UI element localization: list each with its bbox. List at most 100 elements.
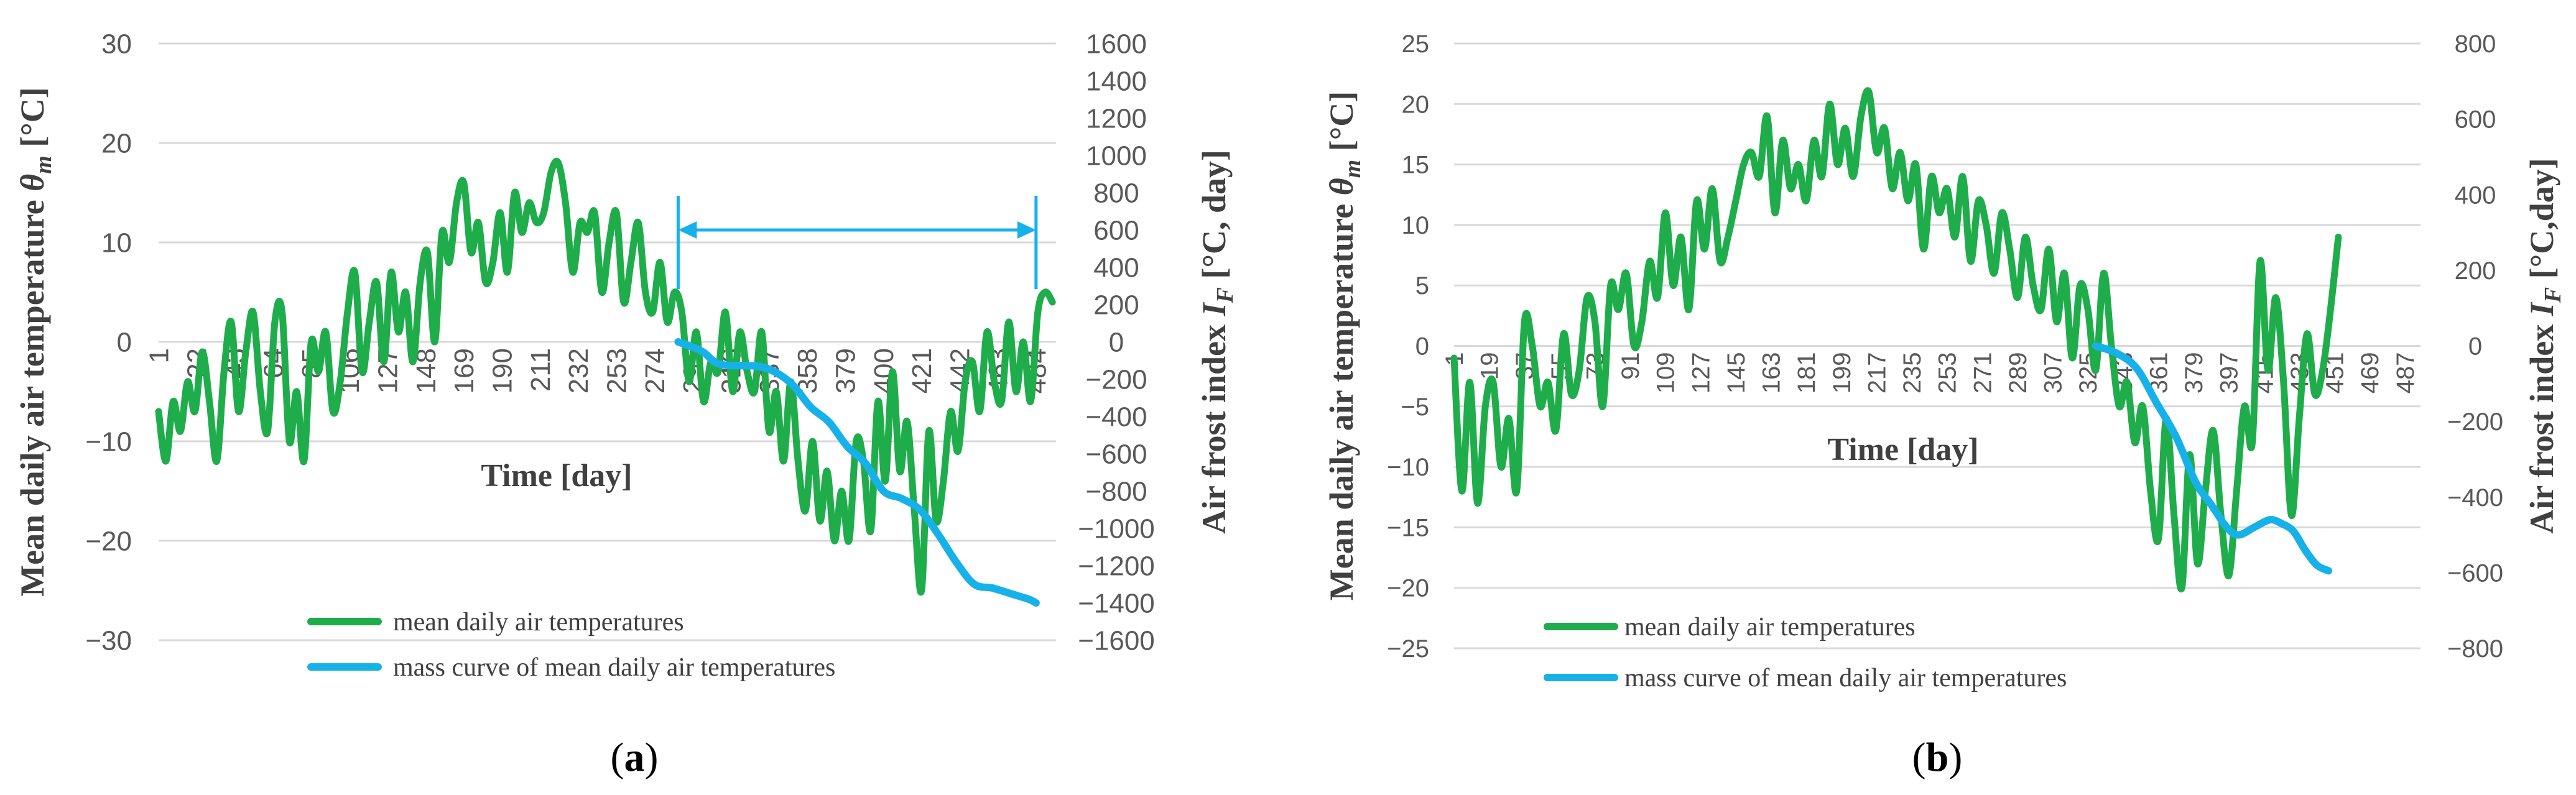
x-tick-label: 487 [2392, 352, 2419, 394]
y-left-tick-label: 20 [101, 128, 132, 159]
x-tick-label: 469 [2356, 352, 2384, 394]
y-right-tick-label: 600 [1093, 215, 1139, 246]
y-right-title-unit: [°C, day] [1195, 150, 1233, 287]
x-tick-label: 397 [2216, 352, 2243, 394]
x-tick-label: 235 [1899, 352, 1926, 394]
y-left-title-symbol: θ [14, 174, 51, 191]
x-tick-label: 1 [144, 348, 174, 363]
x-tick-label: 199 [1828, 352, 1856, 394]
x-tick-label: 127 [1687, 352, 1715, 394]
y-right-tick-label: −800 [1085, 476, 1147, 507]
y-right-title-symbol: I [1195, 301, 1233, 316]
y-left-tick-label: 0 [117, 327, 132, 357]
x-tick-label: 91 [1617, 352, 1644, 380]
y-right-title-text: Air frost index [1195, 316, 1233, 534]
y-right-title-text: Air frost index [2523, 316, 2560, 534]
y-right-tick-label: −800 [2447, 635, 2503, 663]
y-right-title-symbol: I [2523, 301, 2560, 316]
y-left-tick-label: 15 [1402, 152, 1430, 179]
legend-label-temperature: mean daily air temperatures [1624, 613, 1916, 641]
y-right-tick-label: 600 [2455, 106, 2496, 134]
y-right-tick-label: −600 [1085, 439, 1147, 469]
y-right-title-unit: [°C,day] [2523, 158, 2560, 287]
panel-label-letter: b [1926, 735, 1949, 780]
x-tick-label: 274 [640, 348, 670, 393]
y-left-title-text: Mean daily air temperature [14, 191, 51, 597]
y-left-tick-label: 0 [1415, 333, 1429, 361]
y-left-axis-title: Mean daily air temperature θm [°C] [1323, 91, 1366, 601]
y-right-tick-label: −1200 [1078, 551, 1155, 581]
x-tick-label: 211 [526, 348, 556, 392]
panel-label: (b) [1912, 735, 1963, 780]
y-left-title-text: Mean daily air temperature [1323, 195, 1360, 600]
series-line-temperature [1450, 87, 2342, 593]
y-right-tick-label: 1400 [1086, 66, 1147, 96]
y-left-tick-label: −20 [1387, 575, 1429, 602]
x-tick-label: 421 [907, 348, 937, 393]
y-right-tick-label: 400 [2455, 182, 2496, 209]
x-tick-label: 181 [1793, 352, 1820, 394]
series-line-temperature [155, 157, 1056, 596]
x-tick-label: 217 [1864, 352, 1891, 394]
y-right-tick-label: 0 [2468, 333, 2482, 361]
y-left-tick-label: −25 [1387, 635, 1429, 663]
x-axis-title: Time [day] [1827, 432, 1978, 467]
y-left-tick-label: −10 [85, 426, 132, 457]
x-tick-label: 145 [1723, 352, 1750, 394]
x-tick-label: 19 [1476, 352, 1504, 380]
y-right-tick-label: −200 [1085, 364, 1147, 395]
y-right-tick-label: 200 [1093, 290, 1139, 320]
y-left-title-subscript: m [1340, 160, 1366, 178]
y-right-tick-label: −1600 [1078, 625, 1155, 656]
y-right-tick-label: 800 [1093, 178, 1139, 208]
y-left-title-symbol: θ [1323, 178, 1360, 195]
panel-label-close: ) [645, 735, 659, 780]
y-right-tick-label: 200 [2455, 257, 2496, 285]
y-right-tick-label: −1000 [1078, 513, 1155, 544]
chart-panel-a: −30−20−100102030−1600−1400−1200−1000−800… [14, 29, 1238, 780]
panel-label: (a) [611, 735, 659, 780]
y-right-tick-label: 0 [1109, 327, 1124, 357]
x-tick-label: 307 [2040, 352, 2067, 394]
y-left-tick-label: −15 [1387, 514, 1429, 541]
x-tick-label: 379 [831, 348, 861, 393]
y-left-tick-label: −20 [85, 526, 132, 556]
series-line-mass-curve [674, 338, 1040, 607]
legend-label-mass-curve: mass curve of mean daily air temperature… [1624, 664, 2067, 692]
x-tick-label: 232 [563, 348, 594, 393]
x-tick-label: 109 [1652, 352, 1680, 394]
y-left-tick-label: 10 [101, 227, 132, 258]
y-right-axis-title: Air frost index IF [°C,day] [2523, 158, 2566, 533]
x-tick-label: 163 [1758, 352, 1786, 394]
y-right-tick-label: −400 [2447, 484, 2503, 512]
series-line-mass-curve [2092, 342, 2333, 575]
y-left-title-unit: [°C] [1323, 91, 1360, 160]
y-right-tick-label: −1400 [1078, 588, 1155, 618]
x-tick-label: 169 [449, 348, 480, 393]
y-right-tick-label: 1000 [1086, 140, 1147, 171]
x-tick-label: 289 [2004, 352, 2032, 394]
annotation-arrowhead-right [1017, 221, 1036, 239]
panel-label-open: ( [611, 735, 624, 780]
y-right-tick-label: 400 [1093, 252, 1139, 283]
legend-label-temperature: mean daily air temperatures [393, 608, 684, 636]
x-tick-label: 253 [1934, 352, 1962, 394]
y-left-tick-label: 20 [1402, 91, 1430, 118]
y-right-tick-label: 1200 [1086, 103, 1147, 134]
x-tick-label: 190 [488, 348, 518, 393]
legend-label-mass-curve: mass curve of mean daily air temperature… [393, 653, 835, 682]
y-left-tick-label: −10 [1387, 454, 1429, 481]
panel-label-letter: a [624, 735, 645, 780]
chart-panel-b: −25 −20 −15 −10 −5 0 5 10 15 20 25 −800 −600 −400 −200… [1323, 30, 2566, 780]
y-right-tick-label: −400 [1085, 402, 1147, 432]
y-right-tick-label: 800 [2455, 30, 2496, 58]
y-right-axis-title: Air frost index IF [°C, day] [1195, 150, 1238, 534]
y-left-title-unit: [°C] [14, 87, 51, 155]
x-axis-title: Time [day] [481, 458, 632, 494]
x-tick-label: 379 [2180, 352, 2208, 394]
y-left-tick-label: 10 [1402, 212, 1430, 239]
y-left-tick-label: 30 [101, 29, 132, 59]
y-right-tick-label: 1600 [1086, 29, 1147, 59]
x-tick-label: 271 [1969, 352, 1996, 394]
